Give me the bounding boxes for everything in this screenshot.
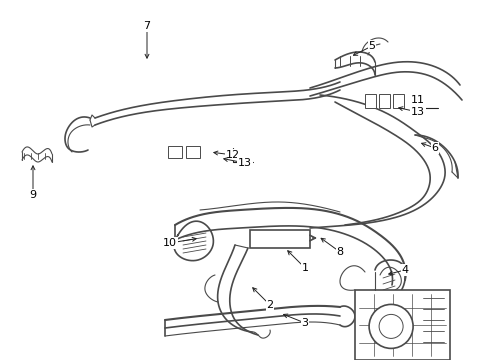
Text: 13: 13 — [411, 107, 425, 117]
Text: 11: 11 — [411, 95, 425, 105]
Text: 2: 2 — [267, 300, 273, 310]
Text: 4: 4 — [401, 265, 409, 275]
Bar — [393, 94, 404, 108]
Bar — [250, 230, 310, 248]
Text: 6: 6 — [432, 143, 439, 153]
Text: 8: 8 — [337, 247, 343, 257]
Bar — [365, 94, 376, 108]
Circle shape — [369, 305, 413, 348]
Text: 10: 10 — [163, 238, 177, 248]
Text: 1: 1 — [301, 263, 309, 273]
Bar — [186, 146, 200, 158]
Text: 3: 3 — [301, 318, 309, 328]
Text: 12: 12 — [226, 150, 240, 160]
Text: 9: 9 — [29, 190, 37, 200]
Bar — [168, 146, 182, 158]
Circle shape — [379, 314, 403, 338]
Bar — [379, 94, 390, 108]
Text: 7: 7 — [144, 21, 150, 31]
Text: 13: 13 — [238, 158, 252, 168]
Text: 5: 5 — [368, 41, 375, 51]
Bar — [355, 290, 450, 360]
